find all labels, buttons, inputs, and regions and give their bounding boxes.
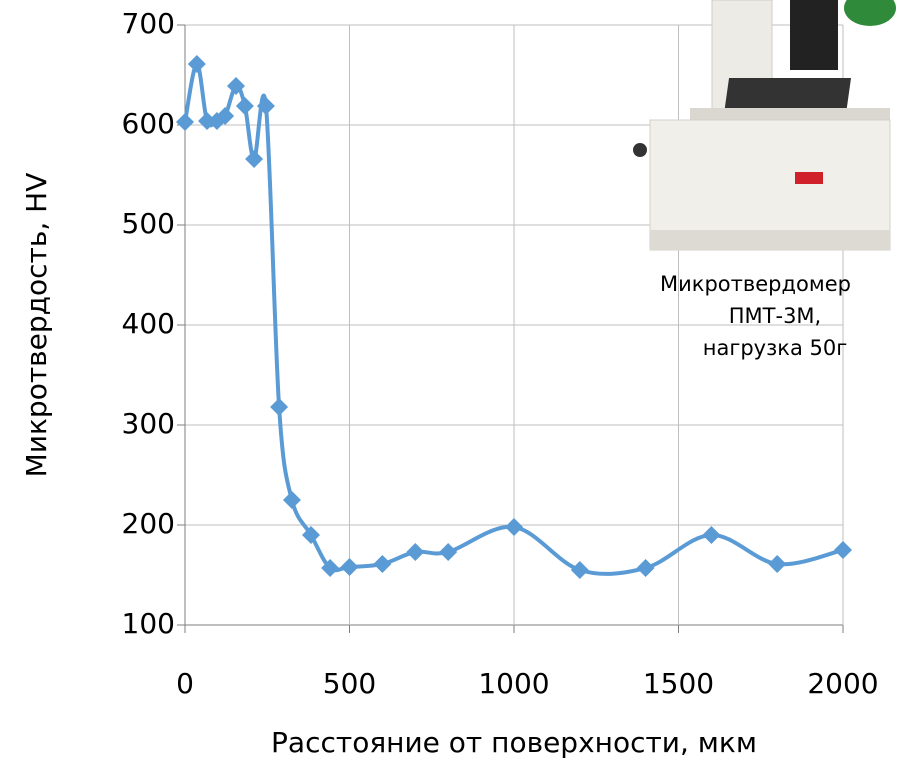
y-tick-label: 400	[122, 307, 175, 340]
annotation: ПМТ-3М,	[729, 304, 821, 328]
marker	[236, 97, 254, 115]
marker	[188, 55, 206, 73]
chart: Расстояние от поверхности, мкм Микротвер…	[0, 0, 899, 758]
marker	[406, 543, 424, 561]
microscope-photo	[633, 0, 896, 250]
y-tick-label: 300	[122, 407, 175, 440]
x-tick-label: 1500	[643, 667, 714, 700]
marker	[505, 518, 523, 536]
marker	[571, 561, 589, 579]
marker	[768, 555, 786, 573]
annotation: нагрузка 50г	[703, 336, 848, 360]
x-axis-title: Расстояние от поверхности, мкм	[271, 726, 757, 758]
x-tick-label: 500	[323, 667, 376, 700]
marker	[637, 559, 655, 577]
y-tick-label: 100	[122, 607, 175, 640]
marker	[283, 491, 301, 509]
y-tick-label: 200	[122, 507, 175, 540]
marker	[373, 555, 391, 573]
marker	[702, 526, 720, 544]
x-tick-label: 1000	[478, 667, 549, 700]
y-tick-label: 500	[122, 207, 175, 240]
marker	[245, 150, 263, 168]
marker	[270, 398, 288, 416]
y-tick-label: 600	[122, 107, 175, 140]
annotation: Микротвердомер	[660, 272, 851, 296]
x-tick-label: 0	[176, 667, 194, 700]
x-tick-label: 2000	[807, 667, 878, 700]
marker	[834, 541, 852, 559]
y-axis-title: Микротвердость, HV	[20, 173, 53, 478]
marker	[176, 113, 194, 131]
y-tick-label: 700	[122, 7, 175, 40]
marker	[341, 558, 359, 576]
marker	[439, 543, 457, 561]
